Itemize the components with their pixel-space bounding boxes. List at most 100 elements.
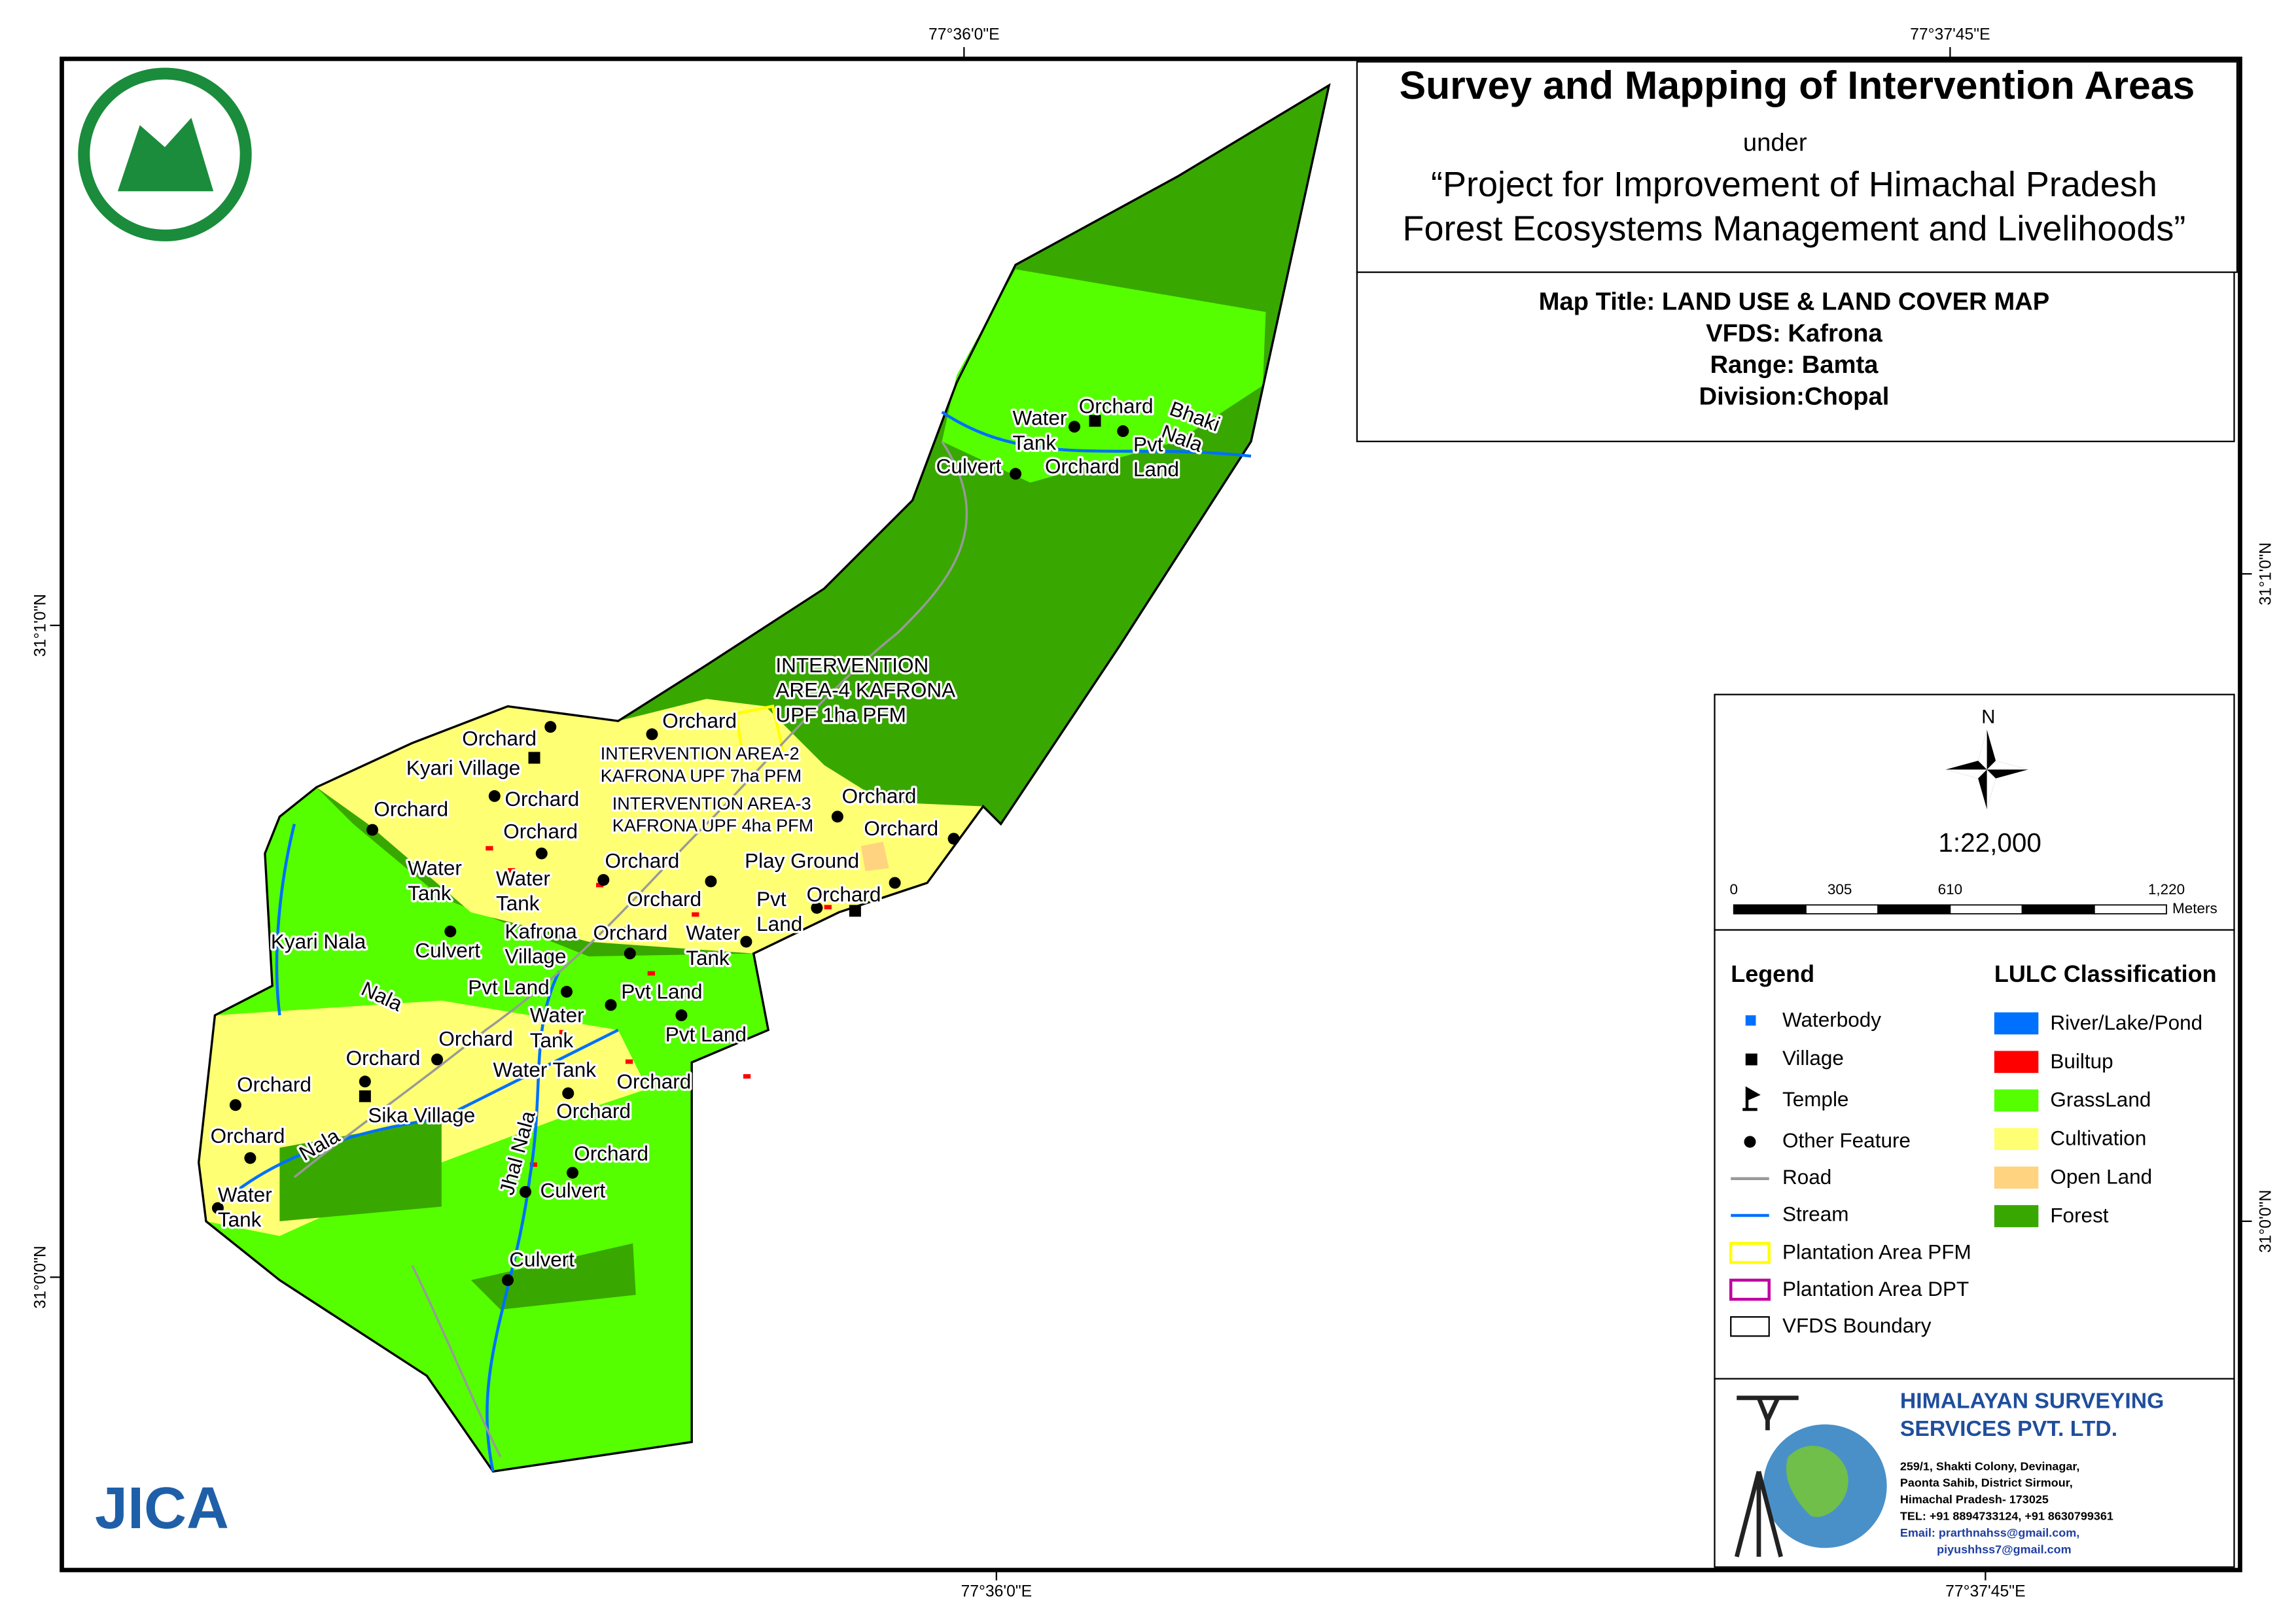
map-label: Village [505, 945, 567, 968]
map-label: Tank [218, 1208, 262, 1231]
feature-point [561, 986, 573, 998]
coord-label: 77°36'0"E [928, 26, 1000, 44]
feature-point [675, 1009, 688, 1022]
lulc-swatch [1994, 1205, 2039, 1227]
map-label: Water Tank [493, 1058, 597, 1081]
feature-point [624, 947, 636, 960]
lulc-item: Cultivation [2050, 1126, 2146, 1150]
map-label: Orchard [605, 848, 680, 872]
legend-item: Road [1782, 1165, 1831, 1189]
map-label: Sika Village [368, 1104, 475, 1127]
scale-bar-segment [1877, 904, 1951, 915]
map-label: Orchard [616, 1070, 691, 1093]
map-label: Kafrona [505, 919, 578, 943]
map-label: Orchard [462, 727, 537, 750]
map-label: Culvert [540, 1178, 606, 1202]
map-label: Pvt Land [468, 975, 549, 999]
legend-item: Plantation Area DPT [1782, 1277, 1969, 1300]
stream [941, 410, 1252, 458]
project-line: “Project for Improvement of Himachal Pra… [1431, 165, 2157, 204]
map-label: Tank [686, 946, 730, 969]
map-info-line: Map Title: LAND USE & LAND COVER MAP [1539, 287, 2050, 315]
legend-symbol [1729, 1242, 1771, 1265]
vfds-boundary [197, 82, 1331, 1473]
feature-point [646, 728, 658, 741]
map-label: Orchard [593, 921, 668, 945]
map-label: UPF 1ha PFM [775, 703, 906, 727]
lulc-swatch [1994, 1012, 2039, 1035]
map-label: Orchard [662, 709, 737, 733]
legend-item: Plantation Area PFM [1782, 1240, 1971, 1264]
company-address: Email: prarthnahss@gmail.com, [1900, 1526, 2079, 1539]
project-line: Forest Ecosystems Management and Livelih… [1403, 209, 2186, 248]
feature-point [544, 721, 557, 733]
builtup-patch [596, 882, 604, 888]
legend-box [1714, 929, 2235, 1380]
map-label: Orchard [1045, 455, 1120, 478]
map-label: INTERVENTION AREA-2 [601, 744, 800, 763]
builtup-patch [618, 927, 626, 932]
map-label: Culvert [509, 1248, 574, 1271]
map-info-line: Range: Bamta [1710, 351, 1879, 379]
map-label: Tank [496, 892, 540, 915]
company-address: piyushhss7@gmail.com [1937, 1543, 2071, 1556]
lulc-item: GrassLand [2050, 1088, 2151, 1111]
scale-bar-segment [2093, 904, 2167, 915]
map-label: Play Ground [745, 848, 859, 872]
map-label: Water [408, 856, 462, 880]
lulc-item: Open Land [2050, 1165, 2152, 1189]
coord-label: 77°37'45"E [1945, 1582, 2025, 1600]
coord-label: 31°1'0"N [2257, 542, 2275, 605]
feature-point [211, 1202, 224, 1214]
plantation-pfm [734, 705, 785, 760]
feature-point [502, 1274, 514, 1286]
map-label: Culvert [415, 939, 480, 962]
coord-label: 77°37'45"E [1910, 26, 1990, 44]
legend-title: Legend [1731, 960, 1814, 987]
map-label: Water [686, 921, 740, 945]
lulc-item: River/Lake/Pond [2050, 1011, 2202, 1034]
openland-patch [860, 841, 889, 871]
builtup-patch [529, 1162, 538, 1167]
tripod-icon [1734, 1471, 1783, 1558]
village-point [528, 752, 540, 764]
scale-label: 610 [1938, 881, 1963, 898]
map-label: Kyari Nala [271, 930, 366, 953]
map-label: Pvt [756, 887, 786, 911]
drone-icon [1737, 1395, 1799, 1431]
legend-item: Stream [1782, 1202, 1848, 1225]
company-address: TEL: +91 8894733124, +91 8630799361 [1900, 1510, 2113, 1523]
company-address: 259/1, Shakti Colony, Devinagar, [1900, 1459, 2080, 1473]
feature-point [567, 1166, 579, 1179]
village-point [359, 1090, 371, 1102]
map-label: Orchard [505, 787, 580, 811]
map-label: Tank [1013, 431, 1057, 455]
lulc-swatch [1994, 1051, 2039, 1073]
map-label: Water [530, 1003, 584, 1027]
map-label: Water [496, 866, 550, 890]
feature-point [1069, 421, 1081, 433]
builtup-patch [559, 1030, 567, 1035]
map-label: Land [1133, 457, 1179, 481]
map-label: Orchard [627, 887, 701, 911]
map-label: Kyari Village [406, 756, 520, 780]
feature-point [535, 847, 548, 860]
feature-point [562, 1087, 574, 1100]
map-label: Orchard [503, 819, 578, 843]
stream [486, 970, 561, 1472]
forest-patch [279, 1118, 442, 1221]
feature-point [740, 935, 752, 948]
lulc-item: Forest [2050, 1204, 2108, 1227]
map-label: Orchard [374, 797, 448, 821]
map-label: INTERVENTION AREA-3 [612, 794, 811, 814]
map-label: Orchard [438, 1027, 513, 1051]
feature-point [831, 811, 843, 823]
feature-point [431, 1053, 444, 1066]
feature-point [366, 824, 379, 836]
scale-bar-segment [1805, 904, 1879, 915]
lulc-title: LULC Classification [1994, 960, 2217, 987]
coord-label: 31°0'0"N [32, 1246, 50, 1308]
legend-symbol [1730, 1316, 1770, 1337]
map-label: Orchard [574, 1142, 648, 1165]
builtup-patch [508, 868, 516, 873]
